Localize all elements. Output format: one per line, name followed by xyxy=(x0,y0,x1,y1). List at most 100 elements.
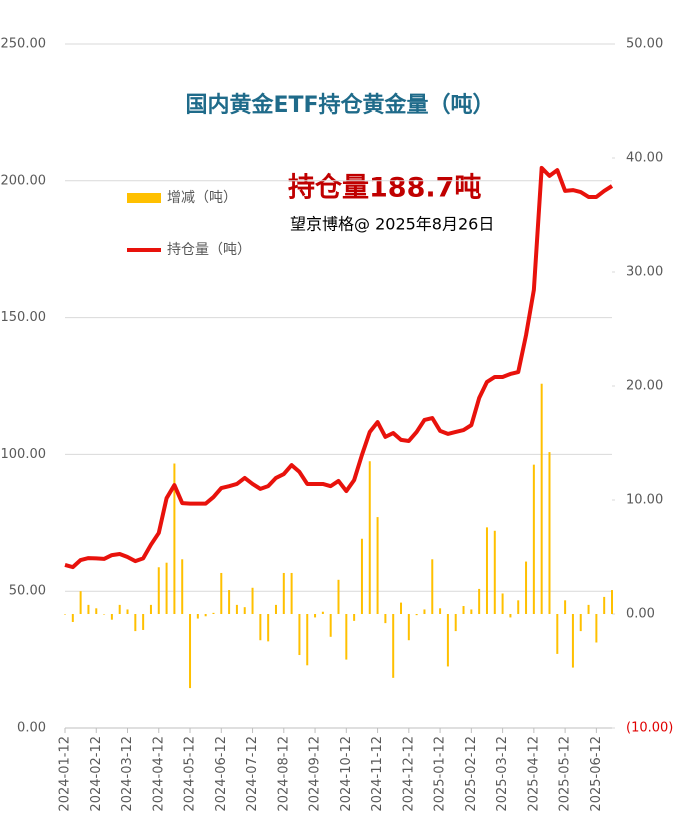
y-tick-label: 200.00 xyxy=(1,173,47,188)
bar xyxy=(259,614,262,641)
x-tick-label: 2024-09-12 xyxy=(308,736,323,812)
bar xyxy=(79,591,82,614)
bar xyxy=(384,614,387,624)
bar xyxy=(298,614,301,656)
bar xyxy=(493,530,496,614)
bar xyxy=(282,572,285,614)
bar xyxy=(368,461,371,614)
bar xyxy=(134,614,137,632)
x-tick-label: 2024-05-12 xyxy=(183,736,198,812)
bar xyxy=(423,609,426,614)
bar xyxy=(571,614,574,668)
y2-tick-label: 10.00 xyxy=(626,493,663,508)
bar xyxy=(353,614,356,621)
line xyxy=(64,165,614,570)
bar xyxy=(603,596,606,614)
bar xyxy=(376,517,379,614)
chart-title: 国内黄金ETF持仓黄金量（吨） xyxy=(185,92,494,118)
y-tick-label: 100.00 xyxy=(1,447,47,462)
bar xyxy=(321,611,324,614)
x-tick-label: 2025-06-12 xyxy=(589,736,604,812)
bar xyxy=(212,612,215,614)
bar xyxy=(454,614,457,632)
bar xyxy=(64,614,66,615)
bar xyxy=(470,609,473,614)
bar xyxy=(501,593,504,614)
bar xyxy=(595,614,598,643)
legend-label: 持仓量（吨） xyxy=(167,242,251,258)
bar xyxy=(220,572,223,614)
x-tick-label: 2024-04-12 xyxy=(151,736,166,812)
x-tick-label: 2024-11-12 xyxy=(370,736,385,812)
bar xyxy=(149,604,152,614)
annotation: 持仓量188.7吨 xyxy=(288,173,481,204)
x-tick-label: 2025-04-12 xyxy=(526,736,541,812)
bar xyxy=(110,614,113,620)
bar xyxy=(118,604,121,614)
bar xyxy=(579,614,582,632)
bar xyxy=(173,463,176,614)
bar xyxy=(95,608,98,614)
x-tick-label: 2024-12-12 xyxy=(401,736,416,812)
bar xyxy=(478,588,481,614)
bar xyxy=(204,614,207,617)
bar xyxy=(407,614,410,641)
bar xyxy=(587,604,590,614)
x-tick-label: 2025-03-12 xyxy=(495,736,510,812)
bar xyxy=(196,614,199,619)
bar xyxy=(126,609,129,614)
x-tick-label: 2024-03-12 xyxy=(120,736,135,812)
y2-tick-label: (10.00) xyxy=(626,721,673,736)
legend-swatch xyxy=(127,193,161,203)
bar xyxy=(532,464,535,614)
y2-tick-label: 0.00 xyxy=(626,607,655,622)
bar xyxy=(142,614,145,630)
bar xyxy=(314,614,317,618)
bar xyxy=(329,614,332,637)
x-tick-label: 2024-01-12 xyxy=(58,736,73,812)
bar xyxy=(290,572,293,614)
y-tick-label: 50.00 xyxy=(9,584,46,599)
x-tick-label: 2024-06-12 xyxy=(214,736,229,812)
bar xyxy=(431,559,434,614)
bar xyxy=(485,527,488,614)
y-tick-label: 0.00 xyxy=(17,721,46,736)
bar xyxy=(228,590,231,614)
y-tick-label: 250.00 xyxy=(1,37,47,52)
annotation: 望京博格@ 2025年8月26日 xyxy=(290,215,494,234)
legend-label: 增减（吨） xyxy=(167,190,237,206)
bar xyxy=(517,600,520,614)
x-tick-label: 2024-10-12 xyxy=(339,736,354,812)
bar xyxy=(103,614,106,615)
bar xyxy=(439,608,442,614)
bar xyxy=(306,614,309,666)
bar xyxy=(243,607,246,614)
bar xyxy=(462,606,465,614)
x-tick-label: 2024-02-12 xyxy=(89,736,104,812)
x-tick-label: 2025-02-12 xyxy=(464,736,479,812)
bar xyxy=(189,614,192,689)
bar xyxy=(345,614,348,660)
bar xyxy=(360,538,363,614)
bar xyxy=(525,561,528,614)
x-tick-label: 2025-05-12 xyxy=(558,736,573,812)
y2-tick-label: 50.00 xyxy=(626,37,663,52)
bar xyxy=(564,600,567,614)
bar xyxy=(415,614,418,616)
bar xyxy=(157,567,160,614)
bar xyxy=(400,602,403,614)
y2-tick-label: 20.00 xyxy=(626,379,663,394)
bar xyxy=(87,604,90,614)
bar xyxy=(71,614,74,622)
bar xyxy=(509,614,512,618)
bar xyxy=(611,590,613,614)
bar xyxy=(556,614,559,654)
bar xyxy=(337,579,340,614)
x-tick-label: 2025-01-12 xyxy=(433,736,448,812)
bar xyxy=(267,614,270,642)
bar xyxy=(165,562,168,614)
bar xyxy=(181,559,184,614)
bar xyxy=(274,604,277,614)
